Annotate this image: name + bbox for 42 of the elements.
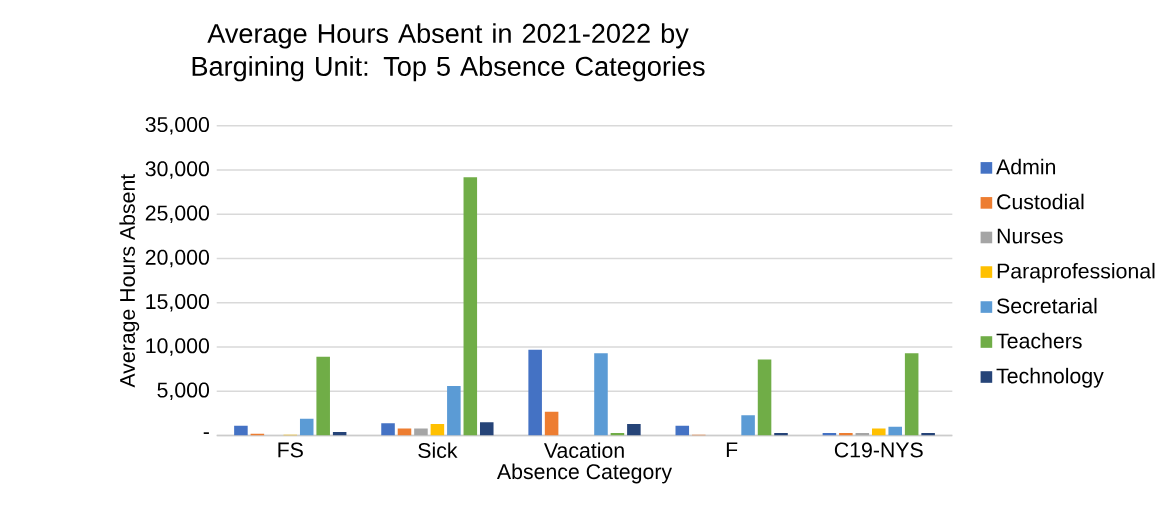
legend-label: Technology [996, 368, 1104, 388]
legend-label: Teachers [996, 333, 1082, 349]
y-tick-label: 15,000 [146, 294, 210, 312]
bar [888, 426, 902, 436]
bar [594, 353, 608, 436]
bar [904, 353, 919, 436]
legend-label: Secretarial [997, 298, 1097, 314]
bar [544, 411, 559, 436]
bar [871, 428, 886, 436]
bar [447, 386, 461, 436]
bar [463, 177, 478, 436]
bar [627, 424, 641, 436]
x-tick-label: FS [278, 442, 303, 458]
bar [757, 359, 772, 436]
bar [528, 349, 542, 436]
x-tick-label: C19-NYS [834, 442, 923, 458]
y-tick-label: 35,000 [145, 117, 210, 135]
x-tick-label: Vacation [543, 442, 624, 459]
y-tick-label: 5,000 [157, 382, 210, 401]
bar [381, 423, 395, 436]
y-tick-label: 10,000 [146, 338, 210, 357]
bar [430, 424, 445, 436]
bar [741, 415, 755, 436]
bar [397, 428, 412, 436]
bar [299, 418, 314, 436]
y-tick-label: 30,000 [145, 161, 210, 180]
y-tick-label: - [203, 432, 209, 435]
legend-label: Nurses [997, 228, 1063, 244]
y-tick-label: 25,000 [145, 205, 210, 224]
x-tick-label: F [726, 442, 738, 458]
x-axis-title: Absence Category [496, 463, 673, 484]
chart-title: Average Hours Absent in 2021-2022 by Bargining Unit: Top 5 Absence Categories [192, 23, 705, 82]
bar [414, 428, 428, 436]
legend-label: Custodial [997, 193, 1084, 210]
bar [479, 422, 494, 436]
bar [316, 357, 330, 436]
y-axis-title: Average Hours Absent [119, 174, 140, 388]
legend-label: Admin [996, 158, 1056, 175]
bar [234, 426, 248, 436]
y-tick-label: 20,000 [145, 250, 210, 268]
legend-label: Paraprofessional [997, 263, 1155, 283]
x-tick-label: Sick [418, 442, 458, 459]
